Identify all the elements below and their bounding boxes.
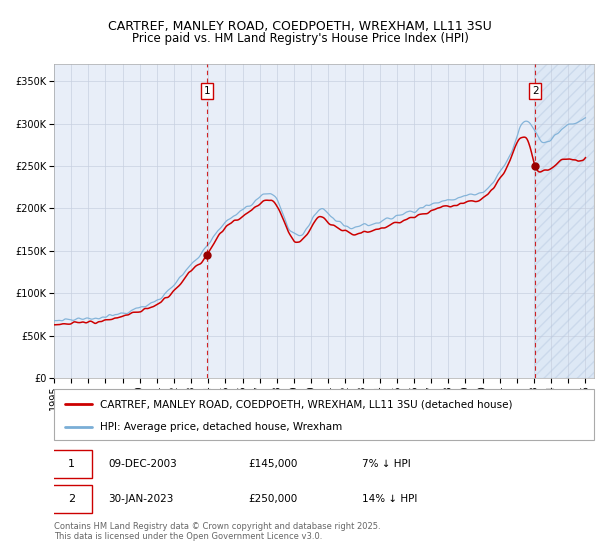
Text: CARTREF, MANLEY ROAD, COEDPOETH, WREXHAM, LL11 3SU (detached house): CARTREF, MANLEY ROAD, COEDPOETH, WREXHAM… [100, 399, 512, 409]
Text: 2: 2 [532, 86, 539, 96]
FancyBboxPatch shape [52, 450, 92, 478]
Text: 7% ↓ HPI: 7% ↓ HPI [362, 459, 410, 469]
FancyBboxPatch shape [52, 485, 92, 513]
Text: CARTREF, MANLEY ROAD, COEDPOETH, WREXHAM, LL11 3SU: CARTREF, MANLEY ROAD, COEDPOETH, WREXHAM… [108, 20, 492, 32]
Text: 14% ↓ HPI: 14% ↓ HPI [362, 494, 417, 504]
Bar [535, 64, 594, 378]
Text: 1: 1 [68, 459, 76, 469]
Text: £250,000: £250,000 [248, 494, 298, 504]
Text: 09-DEC-2003: 09-DEC-2003 [108, 459, 177, 469]
Text: 1: 1 [203, 86, 210, 96]
Text: Contains HM Land Registry data © Crown copyright and database right 2025.
This d: Contains HM Land Registry data © Crown c… [54, 522, 380, 542]
FancyBboxPatch shape [54, 389, 594, 440]
Text: HPI: Average price, detached house, Wrexham: HPI: Average price, detached house, Wrex… [100, 422, 342, 432]
Text: 30-JAN-2023: 30-JAN-2023 [108, 494, 173, 504]
Text: 2: 2 [68, 494, 76, 504]
Text: £145,000: £145,000 [248, 459, 298, 469]
Text: Price paid vs. HM Land Registry's House Price Index (HPI): Price paid vs. HM Land Registry's House … [131, 32, 469, 45]
Bar [535, 64, 594, 378]
